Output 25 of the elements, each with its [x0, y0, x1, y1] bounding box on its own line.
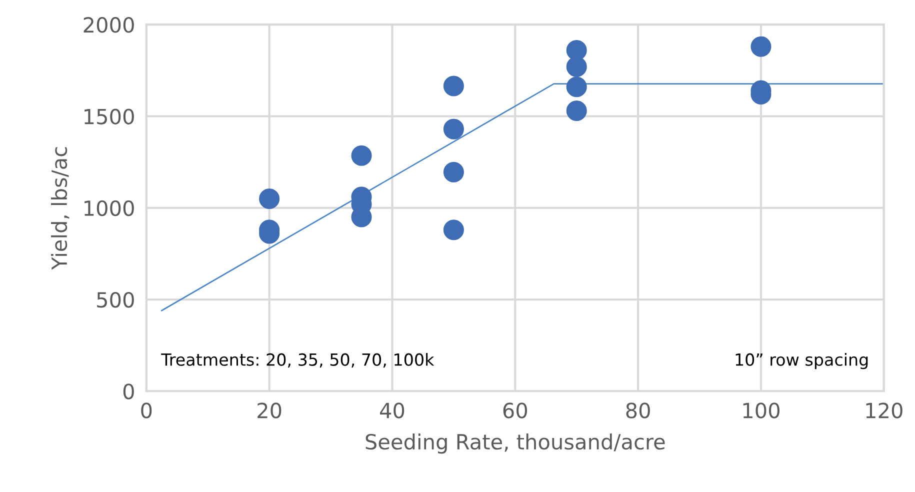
point [443, 118, 464, 140]
point [443, 162, 464, 182]
point [351, 145, 372, 166]
y-tick-label: 1500 [84, 108, 134, 124]
point [566, 76, 587, 98]
annotation: Treatments: 20, 35, 50, 70, 100k [161, 353, 434, 368]
y-tick-label: 0 [123, 384, 134, 400]
point [566, 100, 587, 122]
x-tick-label: 60 [503, 402, 528, 418]
annotation: 10” row spacing [736, 353, 868, 370]
x-tick-label: 40 [380, 402, 404, 418]
y-axis-title: Yield, lbs/ac [50, 147, 70, 270]
y-tick-label: 1000 [84, 200, 134, 216]
y-tick-label: 2000 [84, 17, 134, 33]
x-tick-label: 20 [258, 402, 282, 418]
x-tick-label: 120 [866, 402, 902, 418]
y-tick-label: 500 [97, 292, 134, 308]
point [750, 36, 772, 57]
x-tick-label: 80 [626, 402, 650, 418]
point [443, 76, 464, 96]
point [443, 220, 464, 240]
x-tick-label: 100 [743, 402, 780, 418]
point [259, 188, 280, 209]
x-axis-title: Seeding Rate, thousand/acre [366, 434, 665, 454]
x-tick-label: 0 [141, 402, 152, 418]
